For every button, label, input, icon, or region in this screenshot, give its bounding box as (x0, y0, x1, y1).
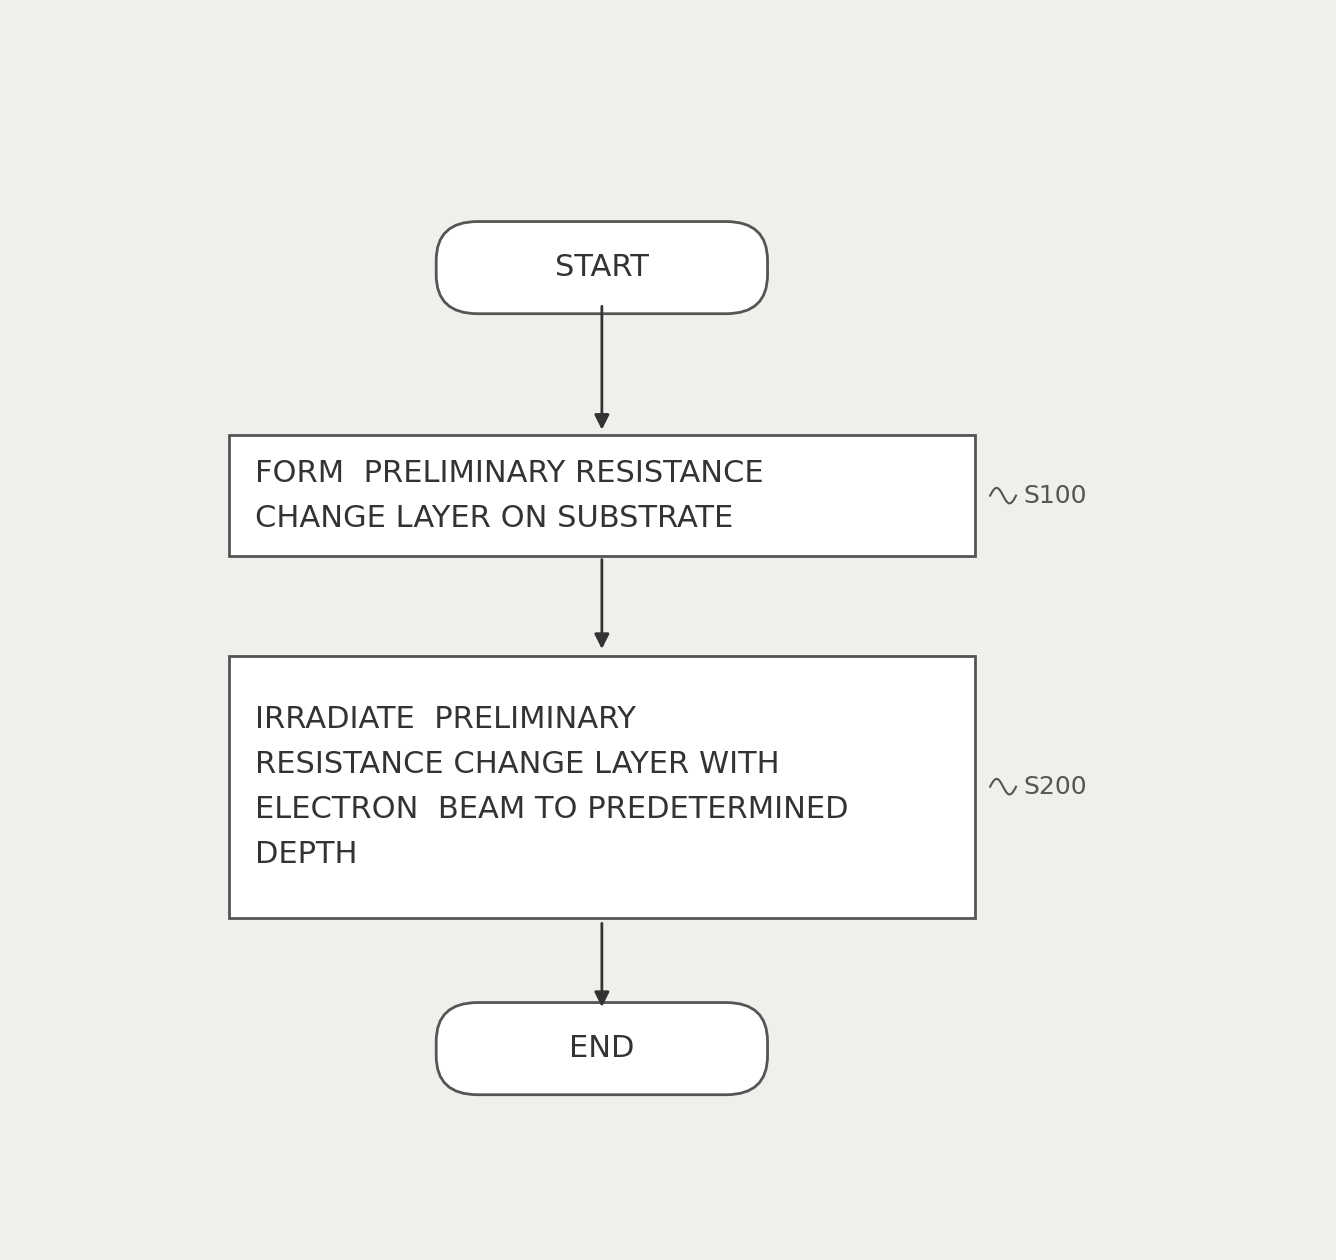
Text: END: END (569, 1034, 635, 1063)
Text: FORM  PRELIMINARY RESISTANCE
CHANGE LAYER ON SUBSTRATE: FORM PRELIMINARY RESISTANCE CHANGE LAYER… (255, 459, 764, 533)
Text: S200: S200 (1023, 775, 1088, 799)
FancyBboxPatch shape (436, 222, 768, 314)
Text: S100: S100 (1023, 484, 1086, 508)
Bar (230, 655, 975, 917)
Text: START: START (554, 253, 649, 282)
Bar (230, 435, 975, 556)
FancyBboxPatch shape (436, 1003, 768, 1095)
Text: IRRADIATE  PRELIMINARY
RESISTANCE CHANGE LAYER WITH
ELECTRON  BEAM TO PREDETERMI: IRRADIATE PRELIMINARY RESISTANCE CHANGE … (255, 704, 848, 869)
